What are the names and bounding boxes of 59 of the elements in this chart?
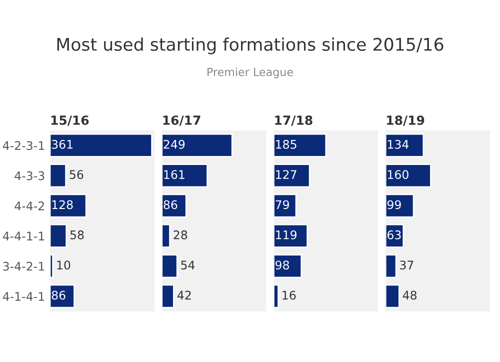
bar	[162, 284, 174, 308]
data-label: 160	[388, 170, 408, 179]
data-label: 86	[52, 290, 66, 300]
data-label: 161	[164, 170, 184, 179]
bar	[386, 164, 432, 188]
data-label: 134	[388, 140, 409, 149]
bar	[274, 133, 327, 158]
bar	[162, 164, 208, 188]
bar	[386, 194, 414, 218]
bar	[386, 284, 400, 308]
bar	[162, 254, 178, 278]
bar	[274, 194, 297, 218]
bar	[50, 224, 68, 248]
data-label: 86	[164, 200, 178, 210]
data-label: 16	[282, 290, 296, 300]
chart-title: 15/16	[51, 116, 89, 126]
data-label: 128	[52, 200, 73, 210]
data-label: 48	[402, 290, 417, 300]
bar	[50, 194, 87, 218]
bar	[162, 194, 187, 218]
data-label: 28	[174, 230, 188, 240]
data-label: 185	[276, 140, 296, 149]
bar	[274, 254, 302, 278]
bar	[274, 224, 308, 248]
chart-title: 18/19	[387, 115, 424, 126]
data-label: 361	[52, 140, 72, 149]
data-label: 127	[276, 170, 296, 179]
bar	[274, 284, 279, 308]
bar	[162, 224, 170, 248]
data-label: 42	[177, 290, 191, 300]
data-label: 98	[276, 260, 290, 270]
bar	[50, 254, 54, 278]
data-label: 99	[387, 200, 401, 210]
data-label: 79	[276, 200, 289, 210]
y-tick-label: 4-2-3-1	[2, 141, 44, 150]
data-label: 63	[387, 230, 401, 240]
bar	[386, 254, 397, 278]
bar	[50, 284, 75, 308]
data-label: 37	[400, 260, 414, 270]
data-label: 119	[276, 230, 296, 240]
chart-title: 16/17	[163, 116, 200, 126]
y-tick-label: 4-4-2	[14, 201, 44, 210]
chart-title: 17/18	[275, 115, 312, 126]
data-label: 56	[70, 170, 84, 179]
data-label: 54	[181, 260, 195, 270]
bar	[162, 133, 233, 158]
text: Most used starting formations since 2015/16	[57, 37, 444, 54]
y-tick-label: 4-4-1-1	[2, 232, 44, 240]
data-label: 10	[57, 260, 70, 270]
data-label: 58	[70, 230, 84, 240]
text: Premier League	[208, 68, 293, 78]
data-label: 249	[164, 140, 185, 149]
bar	[386, 133, 424, 158]
y-tick-label: 4-1-4-1	[2, 292, 44, 301]
bar	[50, 164, 66, 188]
bar	[50, 133, 153, 158]
y-tick-label: 4-3-3	[14, 171, 44, 180]
y-tick-label: 3-4-2-1	[3, 262, 44, 271]
bar	[274, 164, 310, 188]
